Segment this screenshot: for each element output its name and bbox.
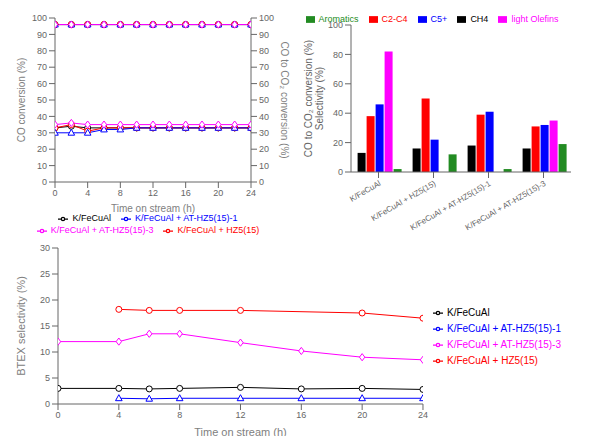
- svg-text:0: 0: [338, 167, 343, 177]
- svg-text:25: 25: [40, 269, 50, 279]
- svg-text:4: 4: [116, 410, 121, 420]
- svg-text:0: 0: [55, 410, 60, 420]
- svg-text:8: 8: [177, 410, 182, 420]
- svg-text:Time on stream (h): Time on stream (h): [111, 203, 195, 214]
- svg-text:20: 20: [37, 144, 47, 154]
- svg-text:20: 20: [213, 188, 223, 198]
- svg-text:40: 40: [333, 108, 343, 118]
- svg-text:0: 0: [42, 177, 47, 187]
- svg-text:24: 24: [418, 410, 428, 420]
- svg-text:40: 40: [259, 112, 269, 122]
- svg-text:CO conversion (%): CO conversion (%): [16, 58, 27, 142]
- svg-text:40: 40: [37, 112, 47, 122]
- svg-text:BTEX selectivity (%): BTEX selectivity (%): [15, 276, 27, 376]
- svg-text:20: 20: [333, 138, 343, 148]
- svg-text:90: 90: [37, 30, 47, 40]
- svg-text:80: 80: [259, 46, 269, 56]
- svg-text:K/FeCuAl: K/FeCuAl: [348, 179, 382, 204]
- svg-text:8: 8: [118, 188, 123, 198]
- svg-text:20: 20: [357, 410, 367, 420]
- svg-text:0: 0: [52, 188, 57, 198]
- svg-text:70: 70: [259, 62, 269, 72]
- svg-text:16: 16: [296, 410, 306, 420]
- svg-text:CO to CO₂ conversion (%)Select: CO to CO₂ conversion (%)Selectivity (%): [303, 40, 325, 157]
- svg-text:30: 30: [37, 128, 47, 138]
- svg-text:15: 15: [40, 321, 50, 331]
- svg-text:20: 20: [259, 144, 269, 154]
- svg-text:30: 30: [259, 128, 269, 138]
- svg-text:30: 30: [40, 243, 50, 253]
- svg-text:80: 80: [37, 46, 47, 56]
- svg-text:100: 100: [259, 13, 274, 23]
- svg-text:90: 90: [259, 30, 269, 40]
- svg-text:100: 100: [32, 13, 47, 23]
- svg-text:20: 20: [40, 295, 50, 305]
- svg-text:0: 0: [259, 177, 264, 187]
- svg-text:60: 60: [37, 79, 47, 89]
- svg-text:12: 12: [148, 188, 158, 198]
- svg-text:50: 50: [259, 95, 269, 105]
- svg-text:K/FeCuAl + AT-HZ5(15)-3: K/FeCuAl + AT-HZ5(15)-3: [464, 179, 548, 233]
- svg-text:4: 4: [85, 188, 90, 198]
- svg-text:60: 60: [333, 79, 343, 89]
- svg-text:10: 10: [40, 347, 50, 357]
- svg-text:70: 70: [37, 62, 47, 72]
- svg-text:80: 80: [333, 50, 343, 60]
- svg-text:5: 5: [45, 373, 50, 383]
- svg-text:CO to CO₂ conversion (%): CO to CO₂ conversion (%): [279, 41, 290, 158]
- svg-text:50: 50: [37, 95, 47, 105]
- svg-text:100: 100: [328, 20, 343, 30]
- svg-text:0: 0: [45, 399, 50, 409]
- svg-text:60: 60: [259, 79, 269, 89]
- svg-text:16: 16: [181, 188, 191, 198]
- svg-text:Time on stream (h): Time on stream (h): [194, 426, 287, 436]
- svg-text:24: 24: [246, 188, 256, 198]
- svg-text:12: 12: [235, 410, 245, 420]
- svg-text:10: 10: [259, 161, 269, 171]
- svg-text:10: 10: [37, 161, 47, 171]
